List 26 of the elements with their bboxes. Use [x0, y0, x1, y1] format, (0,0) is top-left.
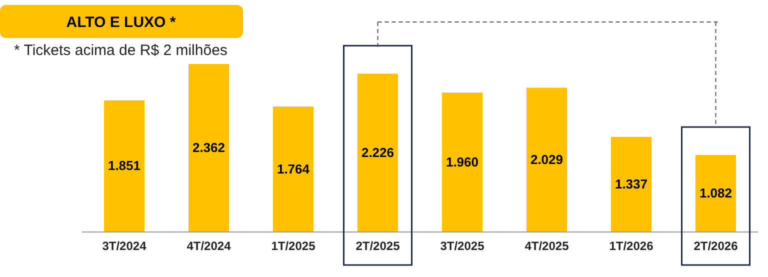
chart-title: ALTO E LUXO *: [66, 14, 176, 31]
data-label: 1.082: [699, 186, 732, 201]
bar: [104, 100, 145, 232]
data-label: 1.960: [446, 154, 479, 170]
data-label: 1.764: [276, 161, 310, 176]
x-tick-label: 3T/2024: [102, 239, 147, 253]
bar: [188, 64, 230, 232]
bar: [357, 74, 398, 232]
x-tick-label: 4T/2025: [524, 239, 570, 253]
x-tick-label: 1T/2026: [609, 239, 654, 253]
x-tick-label: 2T/2026: [694, 239, 738, 253]
bar: [526, 88, 568, 232]
x-tick-label: 1T/2025: [271, 239, 316, 253]
bar: [695, 155, 736, 232]
data-label: 2.362: [192, 140, 226, 155]
data-label: 2.029: [530, 152, 564, 167]
bar: [442, 92, 483, 232]
x-tick-label: 4T/2024: [186, 239, 232, 253]
bar: [272, 106, 314, 232]
data-label: 2.226: [361, 144, 394, 160]
data-label: 1.337: [614, 176, 648, 192]
text: * Tickets acima de R$ 2 milhões: [14, 42, 228, 59]
x-tick-label: 2T/2025: [356, 239, 400, 253]
x-tick-label: 3T/2025: [440, 239, 485, 253]
data-label: 1.851: [108, 158, 141, 174]
bar: [610, 136, 652, 232]
